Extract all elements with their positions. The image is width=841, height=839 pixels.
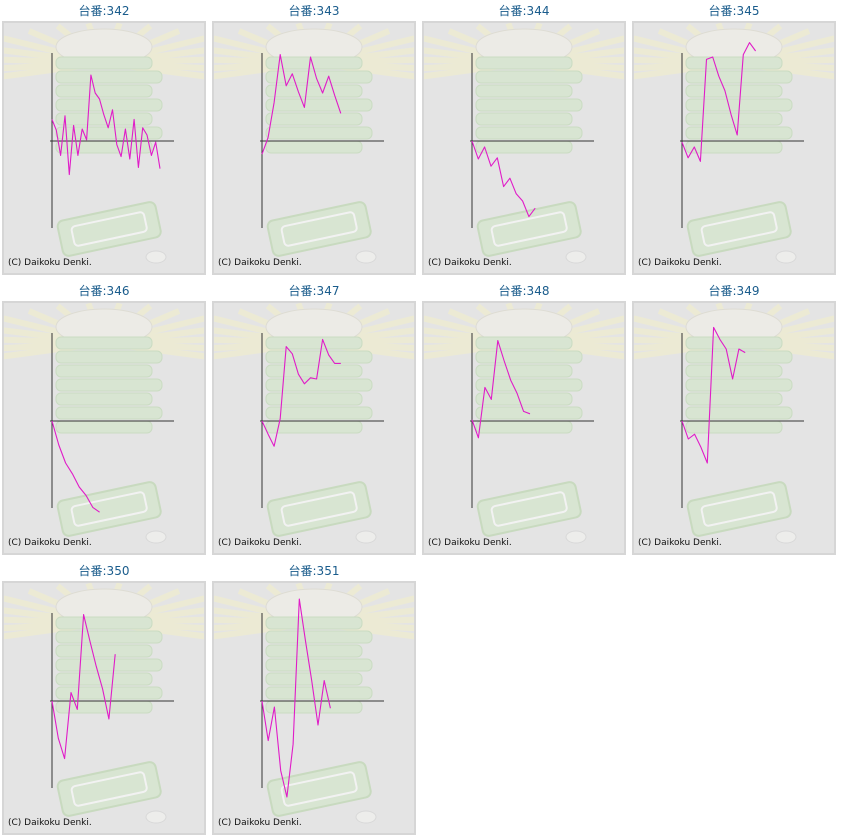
machine-number-title: 台番:349 [708,284,760,298]
payout-series-line [261,54,342,155]
machine-number-title: 台番:346 [78,284,130,298]
copyright-text: (C) Daikoku Denki. [638,258,722,268]
machine-number-title: 台番:348 [498,284,550,298]
payout-series-line [51,614,116,760]
machine-chart-card: 台番:348 (C) Daikoku Denki. [422,280,626,555]
copyright-text: (C) Daikoku Denki. [8,818,92,828]
copyright-text: (C) Daikoku Denki. [218,258,302,268]
payout-graph [4,23,204,264]
copyright-text: (C) Daikoku Denki. [428,258,512,268]
background-illustration [4,303,204,544]
machine-number-title: 台番:344 [498,4,550,18]
background-illustration [634,303,834,544]
copyright-text: (C) Daikoku Denki. [218,818,302,828]
payout-series-line [51,74,161,176]
copyright-text: (C) Daikoku Denki. [8,258,92,268]
copyright-text: (C) Daikoku Denki. [428,538,512,548]
chart-panel: (C) Daikoku Denki. [212,21,416,275]
machine-number-title: 台番:351 [288,564,340,578]
background-illustration [214,303,414,544]
copyright-text: (C) Daikoku Denki. [638,538,722,548]
payout-graph [634,303,834,544]
machine-chart-card: 台番:349 (C) Daikoku Denki. [632,280,836,555]
machine-number-title: 台番:342 [78,4,130,18]
background-illustration [424,23,624,264]
payout-graph [214,583,414,824]
payout-graph [214,303,414,544]
machine-chart-card: 台番:343 (C) Daikoku Denki. [212,0,416,275]
copyright-text: (C) Daikoku Denki. [8,538,92,548]
machine-chart-card: 台番:345 (C) Daikoku Denki. [632,0,836,275]
chart-panel: (C) Daikoku Denki. [632,21,836,275]
machine-chart-card: 台番:351 (C) Daikoku Denki. [212,560,416,835]
background-illustration [214,583,414,824]
background-illustration [4,583,204,824]
background-illustration [4,23,204,264]
payout-graph [4,303,204,544]
chart-panel: (C) Daikoku Denki. [422,301,626,555]
chart-panel: (C) Daikoku Denki. [212,581,416,835]
payout-series-line [681,326,746,464]
payout-graph [424,23,624,264]
background-illustration [214,23,414,264]
payout-series-line [261,338,341,447]
payout-graph [424,303,624,544]
background-illustration [424,303,624,544]
chart-panel: (C) Daikoku Denki. [2,21,206,275]
machine-chart-card: 台番:350 (C) Daikoku Denki. [2,560,206,835]
machine-chart-card: 台番:342 (C) Daikoku Denki. [2,0,206,275]
chart-panel: (C) Daikoku Denki. [422,21,626,275]
background-illustration [634,23,834,264]
payout-graph [4,583,204,824]
chart-panel: (C) Daikoku Denki. [212,301,416,555]
chart-panel: (C) Daikoku Denki. [2,301,206,555]
machine-number-title: 台番:345 [708,4,760,18]
payout-graph [634,23,834,264]
chart-panel: (C) Daikoku Denki. [2,581,206,835]
machine-chart-card: 台番:346 (C) Daikoku Denki. [2,280,206,555]
machine-chart-card: 台番:347 (C) Daikoku Denki. [212,280,416,555]
payout-series-line [471,140,536,218]
payout-series-line [51,420,100,513]
payout-series-line [261,598,331,798]
machine-number-title: 台番:347 [288,284,340,298]
payout-series-line [681,42,757,162]
payout-graph [214,23,414,264]
payout-series-line [471,340,531,439]
copyright-text: (C) Daikoku Denki. [218,538,302,548]
machine-number-title: 台番:343 [288,4,340,18]
machine-chart-card: 台番:344 (C) Daikoku Denki. [422,0,626,275]
machine-number-title: 台番:350 [78,564,130,578]
chart-panel: (C) Daikoku Denki. [632,301,836,555]
